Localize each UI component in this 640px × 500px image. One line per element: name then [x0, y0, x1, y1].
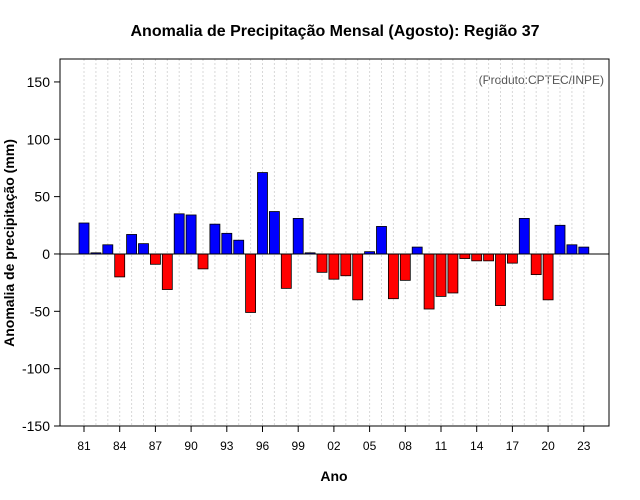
bar: [459, 253, 471, 259]
bar: [447, 253, 459, 294]
bar: [221, 232, 233, 255]
x-tick-label: 93: [220, 439, 234, 453]
x-tick-label: 20: [541, 439, 555, 453]
bar: [518, 218, 530, 255]
y-tick-label: 150: [27, 74, 51, 90]
bar: [387, 253, 399, 300]
bars: [78, 172, 590, 313]
bar: [114, 253, 126, 278]
bar: [578, 246, 590, 255]
bar: [506, 253, 518, 264]
x-tick-label: 05: [363, 439, 377, 453]
bar: [495, 253, 506, 306]
watermark: (Produto:CPTEC/INPE): [479, 73, 604, 87]
x-tick-label: 84: [113, 439, 127, 453]
x-tick-label: 90: [184, 439, 198, 453]
chart-title: Anomalia de Precipitação Mensal (Agosto)…: [131, 23, 540, 40]
bar: [173, 213, 185, 255]
bar: [471, 253, 483, 262]
x-tick-label: 11: [435, 439, 448, 453]
bar: [316, 253, 328, 273]
bar: [542, 253, 554, 301]
x-tick-label: 08: [399, 439, 413, 453]
x-tick-label: 14: [470, 439, 484, 453]
bar: [530, 253, 542, 276]
bar: [268, 211, 280, 255]
x-axis-label: Ano: [320, 468, 347, 484]
x-tick-label: 23: [577, 439, 591, 453]
bar: [197, 253, 209, 270]
bar: [423, 253, 435, 310]
bar: [257, 172, 268, 255]
bar: [280, 253, 292, 289]
plot-frame: [59, 58, 610, 427]
bar: [78, 222, 90, 255]
x-tick-label: 96: [256, 439, 270, 453]
bar: [483, 253, 495, 262]
grid: [83, 59, 585, 426]
y-axis-label: Anomalia de precipitação (mm): [1, 139, 17, 347]
x-tick-label: 99: [292, 439, 306, 453]
y-tick-label: -100: [22, 361, 50, 377]
bar: [435, 253, 447, 297]
y-tick-label: -50: [30, 303, 50, 319]
bar: [126, 234, 137, 255]
y-tick-label: -150: [22, 418, 50, 434]
bar: [376, 226, 387, 255]
bar: [149, 253, 161, 265]
bar: [185, 214, 197, 255]
x-tick-label: 02: [327, 439, 341, 453]
bar: [352, 253, 364, 301]
bar: [138, 243, 149, 255]
bar: [233, 239, 245, 255]
axes: -150 -100 -50 0 50 100 150 81 84 87 90 93 96 99 02 05 08…: [22, 58, 610, 453]
y-tick-label: 50: [34, 189, 50, 205]
bar: [292, 218, 304, 255]
bar: [245, 253, 257, 313]
x-tick-label: 17: [506, 439, 520, 453]
y-tick-label: 0: [42, 246, 50, 262]
bar: [340, 253, 352, 277]
y-tick-label: 100: [27, 131, 51, 147]
x-tick-label: 87: [149, 439, 163, 453]
x-tick-label: 81: [77, 439, 91, 453]
bar: [399, 253, 411, 281]
bar: [328, 253, 340, 280]
bar: [161, 253, 173, 290]
bar: [566, 244, 578, 255]
bar: [209, 223, 221, 255]
bar: [554, 224, 566, 255]
bar: [411, 246, 423, 255]
bar: [102, 244, 114, 255]
